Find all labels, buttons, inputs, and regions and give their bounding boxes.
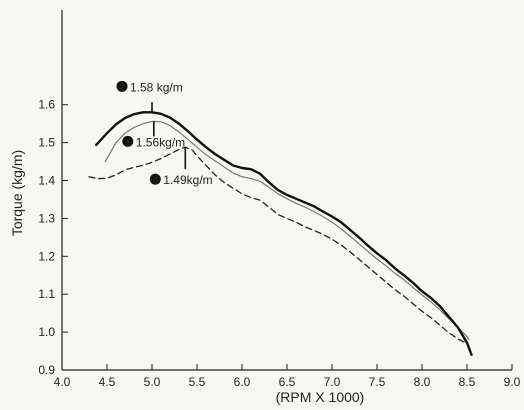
annotation-marker-number: 2 (119, 82, 124, 92)
series-line-2 (95, 111, 473, 356)
y-tick-label: 1.4 (38, 174, 55, 188)
y-tick-label: 1.5 (38, 136, 55, 150)
y-tick-label: 1.0 (38, 325, 55, 339)
x-tick-label: 4.0 (54, 375, 71, 389)
annotation-layer: 2 1.58 kg/m 1 1.56kg/m 3 1.49kg/m (116, 80, 213, 187)
x-tick-label: 8.0 (414, 375, 431, 389)
annotation-marker-2 (116, 80, 128, 92)
x-axis-label: (RPM X 1000) (276, 389, 365, 405)
annotation-label-3: 1.49kg/m (163, 173, 212, 187)
x-tick-label: 9.0 (504, 375, 521, 389)
annotation-marker-number: 1 (125, 137, 130, 147)
x-tick-label: 8.5 (459, 375, 476, 389)
annotation-marker-3 (149, 173, 161, 185)
series-layer (88, 111, 473, 356)
annotation-marker-number: 3 (153, 175, 158, 185)
x-tick-label: 5.5 (189, 375, 206, 389)
annotation-label-1: 1.56kg/m (136, 135, 185, 149)
x-tick-label: 5.0 (144, 375, 161, 389)
y-tick-label: 1.3 (38, 211, 55, 225)
x-tick-label: 4.5 (99, 375, 116, 389)
x-tick-label: 7.0 (324, 375, 341, 389)
y-axis-label: Torque (kg/m) (9, 150, 25, 236)
x-tick-label: 6.5 (279, 375, 296, 389)
series-line-3 (88, 146, 468, 345)
annotation-label-2: 1.58 kg/m (130, 80, 183, 94)
x-tick-label: 7.5 (369, 375, 386, 389)
x-tick-label: 6.0 (234, 375, 251, 389)
y-tick-label: 1.6 (38, 98, 55, 112)
y-tick-label: 1.1 (38, 287, 55, 301)
series-line-1 (104, 120, 470, 341)
y-tick-label: 0.9 (38, 363, 55, 377)
axes: 4.0 4.5 5.0 5.5 6.0 6.5 7.0 7.5 8.0 8.5 9.0 0.9 1.0 1… (38, 10, 521, 389)
annotation-marker-1 (122, 135, 134, 147)
y-tick-label: 1.2 (38, 249, 55, 263)
